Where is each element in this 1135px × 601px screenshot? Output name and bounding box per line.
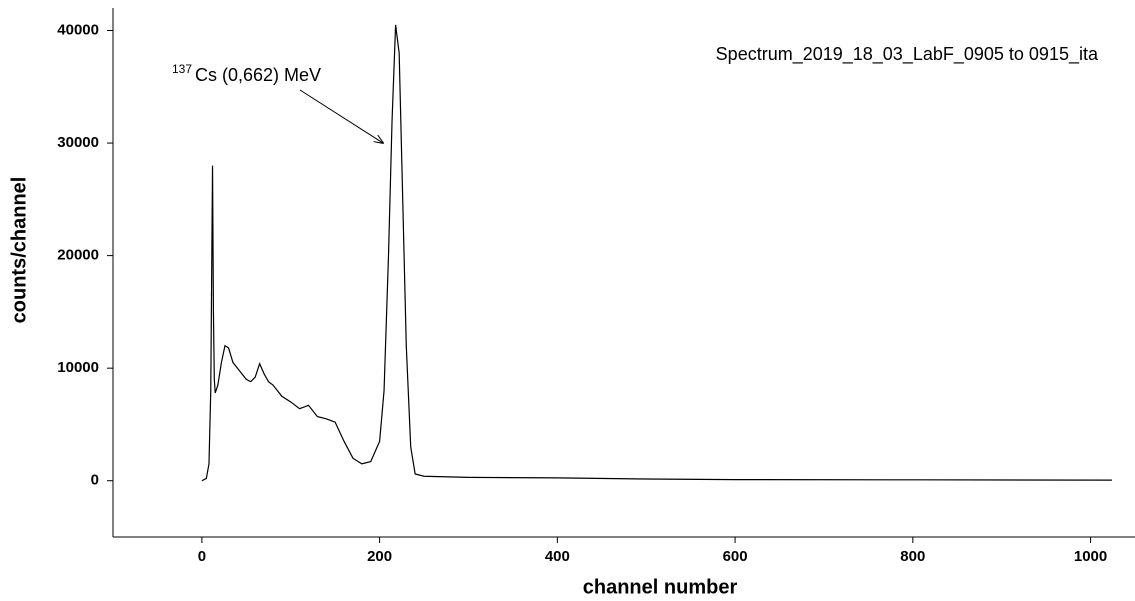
annotation-arrow xyxy=(299,89,383,143)
x-tick-label: 600 xyxy=(723,548,748,565)
x-tick-label: 200 xyxy=(367,548,392,565)
annotation: Cs (0,662) MeV xyxy=(195,65,321,85)
x-tick-label: 0 xyxy=(198,548,206,565)
x-tick-label: 1000 xyxy=(1074,548,1107,565)
y-tick-label: 0 xyxy=(91,472,99,489)
y-tick-label: 30000 xyxy=(57,134,99,151)
y-axis-title: counts/channel xyxy=(8,177,30,324)
x-axis-title: channel number xyxy=(583,576,738,598)
y-tick-label: 10000 xyxy=(57,359,99,376)
legend-label: Spectrum_2019_18_03_LabF_0905 to 0915_it… xyxy=(716,44,1099,65)
y-tick-label: 40000 xyxy=(57,21,99,38)
spectrum-line xyxy=(201,24,1112,482)
x-tick-label: 800 xyxy=(900,548,925,565)
y-tick-label: 20000 xyxy=(57,247,99,264)
x-tick-label: 400 xyxy=(545,548,570,565)
annotation-superscript: 137 xyxy=(172,62,192,76)
